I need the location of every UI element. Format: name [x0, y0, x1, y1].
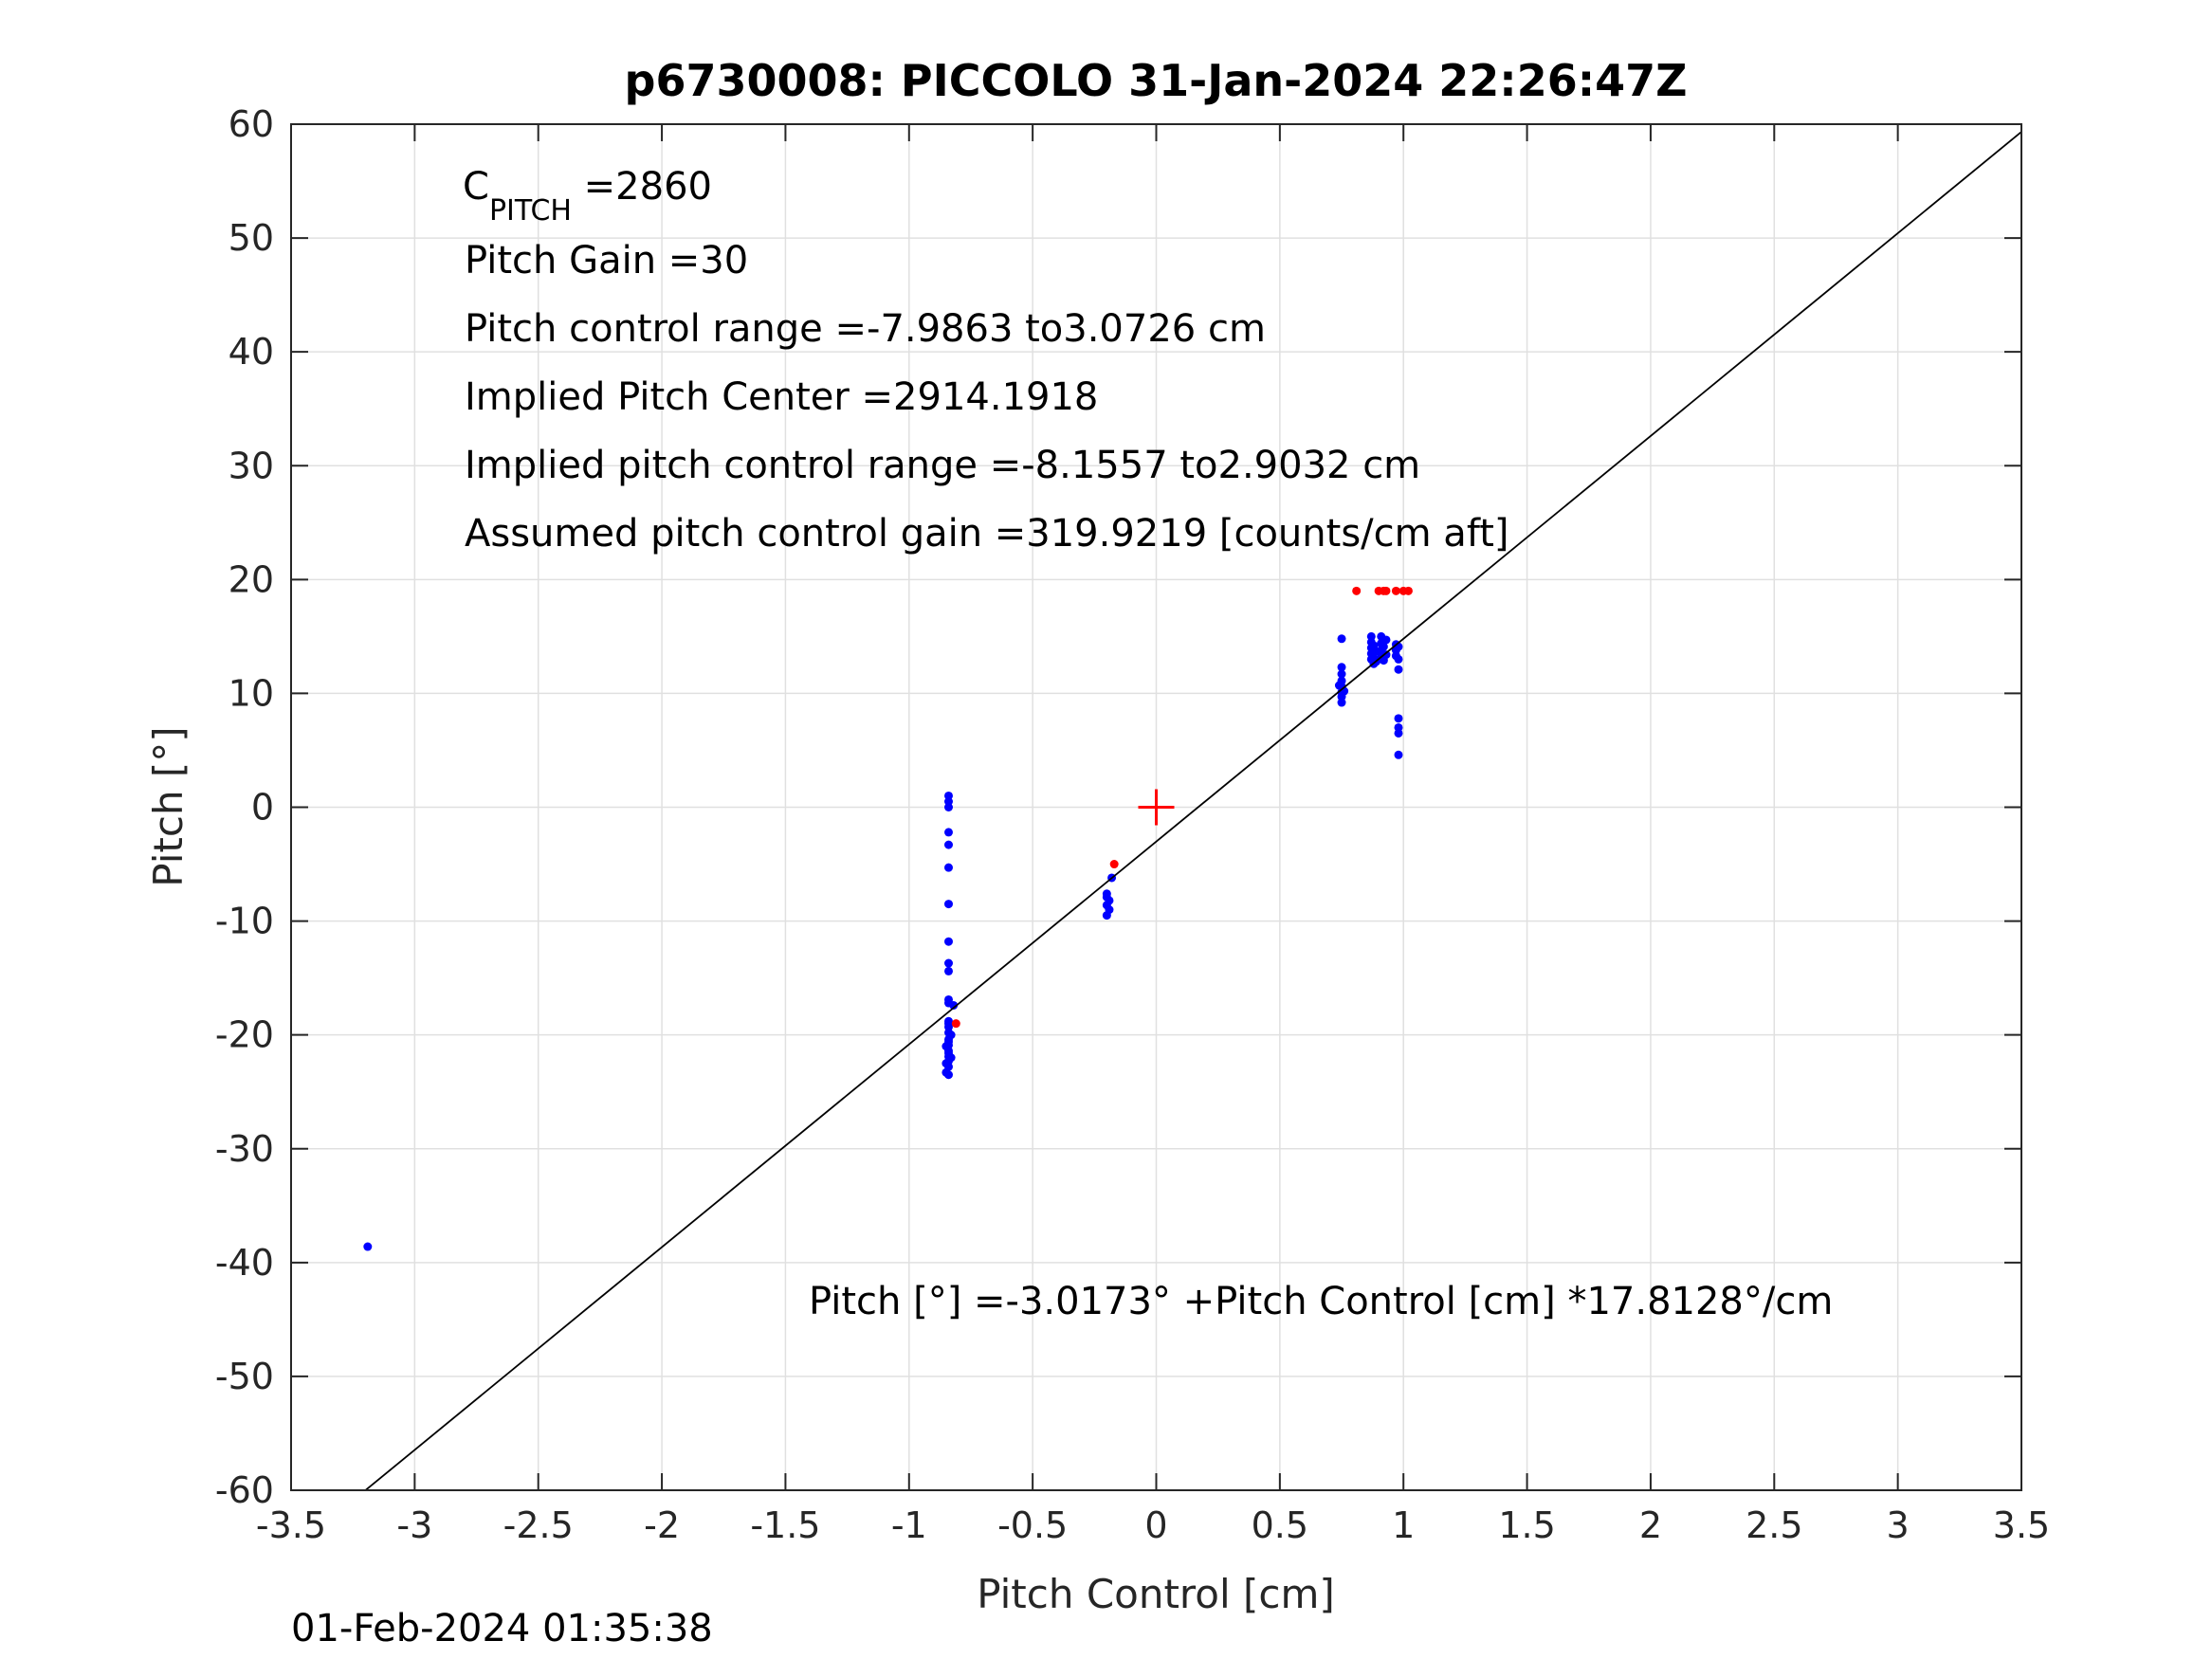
y-tick-label: 30 — [229, 445, 274, 486]
y-tick-label: -60 — [215, 1469, 274, 1511]
red-data-point — [951, 1019, 960, 1029]
y-tick-label: -40 — [215, 1242, 274, 1284]
x-tick-label: -2 — [644, 1504, 680, 1546]
blue-data-point — [1394, 665, 1403, 674]
blue-data-point — [1381, 635, 1391, 645]
blue-data-point — [1337, 669, 1346, 679]
blue-data-point — [944, 803, 953, 811]
annotation-assumed-gain: Assumed pitch control gain =319.9219 [co… — [465, 512, 1508, 556]
x-tick-label: -1 — [891, 1504, 927, 1546]
y-tick-label: 60 — [229, 103, 274, 145]
blue-data-point — [941, 1059, 951, 1068]
annotation-pitch-gain: Pitch Gain =30 — [465, 239, 748, 283]
blue-data-point — [944, 966, 953, 975]
annotation-implied-range: Implied pitch control range =-8.1557 to2… — [465, 444, 1420, 487]
annotation-fit-equation: Pitch [°] =-3.0173° +Pitch Control [cm] … — [809, 1280, 1833, 1323]
blue-data-point — [1381, 650, 1391, 660]
red-data-point — [1381, 586, 1391, 595]
blue-data-point — [944, 900, 953, 909]
blue-data-point — [944, 840, 953, 849]
data-layer — [363, 131, 2022, 1491]
blue-data-point — [1102, 911, 1111, 921]
x-tick-label: 3 — [1887, 1504, 1910, 1546]
c-pitch-subscript: PITCH — [489, 194, 572, 228]
x-tick-label: 0.5 — [1252, 1504, 1308, 1546]
blue-data-point — [949, 1000, 959, 1010]
blue-data-point — [1379, 642, 1388, 651]
y-tick-label: -10 — [215, 901, 274, 942]
blue-data-point — [944, 1019, 953, 1029]
x-axis-label: Pitch Control [cm] — [977, 1571, 1335, 1617]
y-tick-label: -50 — [215, 1356, 274, 1397]
x-tick-label: 0 — [1144, 1504, 1167, 1546]
y-tick-label: -30 — [215, 1128, 274, 1170]
x-tick-label: 2.5 — [1746, 1504, 1802, 1546]
blue-data-point — [1394, 714, 1403, 723]
red-data-point — [1391, 586, 1400, 595]
annotation-c-pitch: CPITCH =2860 — [463, 165, 712, 228]
c-pitch-symbol: C — [463, 165, 489, 209]
x-tick-label: -3.5 — [256, 1504, 326, 1546]
blue-data-point — [944, 937, 953, 946]
axis-ticks: -3.5 -3 -2.5 -2 -1.5 -1 -0.5 0 0.5 1 1.5 2 2.5 3 3.5 -6… — [215, 103, 2050, 1546]
y-tick-label: 0 — [251, 787, 274, 829]
red-data-point — [1403, 586, 1413, 595]
y-tick-label: 50 — [229, 217, 274, 259]
blue-data-point — [1337, 698, 1346, 707]
x-tick-label: 2 — [1639, 1504, 1662, 1546]
blue-data-point — [944, 863, 953, 872]
blue-data-point — [944, 1048, 953, 1058]
x-tick-label: -0.5 — [997, 1504, 1068, 1546]
blue-data-point — [946, 1030, 956, 1040]
footer-timestamp: 01-Feb-2024 01:35:38 — [291, 1607, 713, 1650]
y-tick-label: 40 — [229, 331, 274, 373]
blue-data-point — [944, 958, 953, 968]
blue-data-point — [944, 1037, 953, 1047]
blue-data-point — [1337, 634, 1346, 644]
blue-data-point — [1334, 681, 1344, 690]
red-data-point — [1352, 586, 1362, 595]
y-tick-label: 10 — [229, 672, 274, 714]
annotation-control-range: Pitch control range =-7.9863 to3.0726 cm — [465, 307, 1266, 351]
blue-data-point — [1394, 654, 1403, 664]
y-tick-label: 20 — [229, 558, 274, 600]
red-data-point — [1109, 860, 1119, 869]
annotation-implied-center: Implied Pitch Center =2914.1918 — [465, 375, 1098, 419]
x-tick-label: -2.5 — [503, 1504, 574, 1546]
x-tick-label: 1 — [1392, 1504, 1415, 1546]
y-tick-label: -20 — [215, 1014, 274, 1056]
x-tick-label: 1.5 — [1498, 1504, 1555, 1546]
blue-data-point — [1337, 663, 1346, 672]
x-tick-label: -1.5 — [750, 1504, 820, 1546]
x-tick-label: 3.5 — [1993, 1504, 2050, 1546]
fit-line — [364, 131, 2022, 1491]
blue-data-point — [944, 1070, 953, 1080]
c-pitch-value: =2860 — [572, 165, 712, 209]
y-axis-label: Pitch [°] — [145, 726, 192, 886]
blue-data-point — [1394, 750, 1403, 759]
blue-data-point — [944, 828, 953, 837]
blue-data-point — [1394, 728, 1403, 738]
blue-data-point — [363, 1242, 373, 1251]
x-tick-label: -3 — [396, 1504, 432, 1546]
chart-title: p6730008: PICCOLO 31-Jan-2024 22:26:47Z — [625, 55, 1688, 106]
pitch-center-marker — [1138, 789, 1175, 826]
